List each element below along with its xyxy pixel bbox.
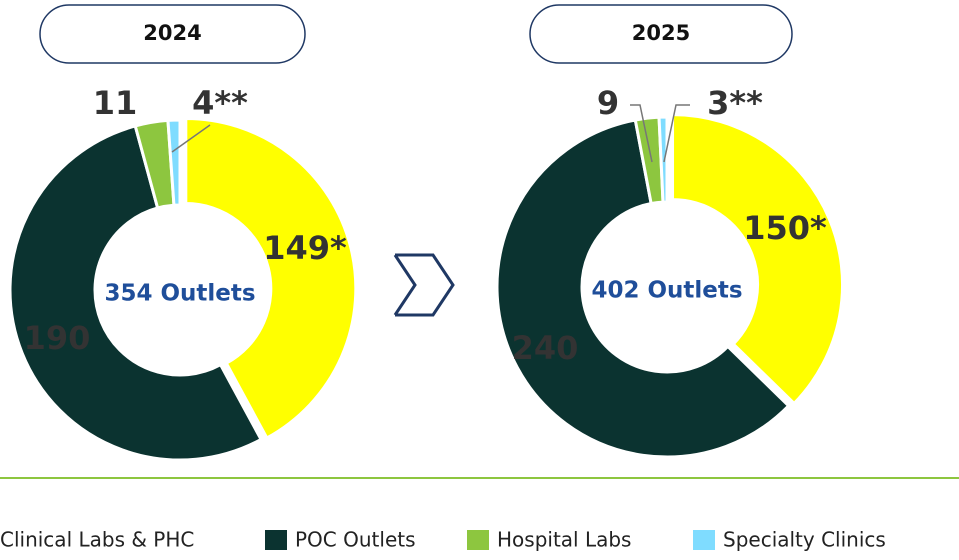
donut-slice — [184, 117, 358, 440]
value-label: 3** — [707, 84, 763, 122]
chevron — [393, 253, 455, 317]
donut-slice — [166, 118, 182, 207]
legend-label: Specialty Clinics — [723, 528, 886, 552]
value-label: 149* — [263, 229, 347, 267]
center-label: 402 Outlets — [591, 278, 742, 304]
center-label: 354 Outlets — [104, 281, 255, 307]
legend-swatch — [265, 530, 287, 550]
year-title: 2025 — [632, 21, 690, 45]
year-pill — [39, 4, 306, 64]
value-label: 240 — [512, 329, 579, 367]
donut-slice — [671, 113, 845, 406]
legend-swatch — [467, 530, 489, 550]
legend-swatch — [693, 530, 715, 550]
year-title: 2024 — [143, 21, 201, 45]
leader-line — [663, 104, 690, 163]
donut-slice — [495, 118, 791, 459]
value-label: 150* — [743, 209, 827, 247]
leader-line — [630, 104, 653, 163]
value-label: 11 — [93, 84, 138, 122]
legend-label: Clinical Labs & PHC — [0, 528, 194, 552]
leader-line — [171, 124, 211, 153]
legend-label: Hospital Labs — [497, 528, 631, 552]
donut-slice — [8, 124, 264, 462]
legend-label: POC Outlets — [295, 528, 416, 552]
year-pill — [529, 4, 793, 64]
value-label: 4** — [192, 84, 248, 122]
value-label: 190 — [24, 319, 91, 357]
donut-slice — [657, 115, 669, 204]
value-label: 9 — [597, 84, 619, 122]
